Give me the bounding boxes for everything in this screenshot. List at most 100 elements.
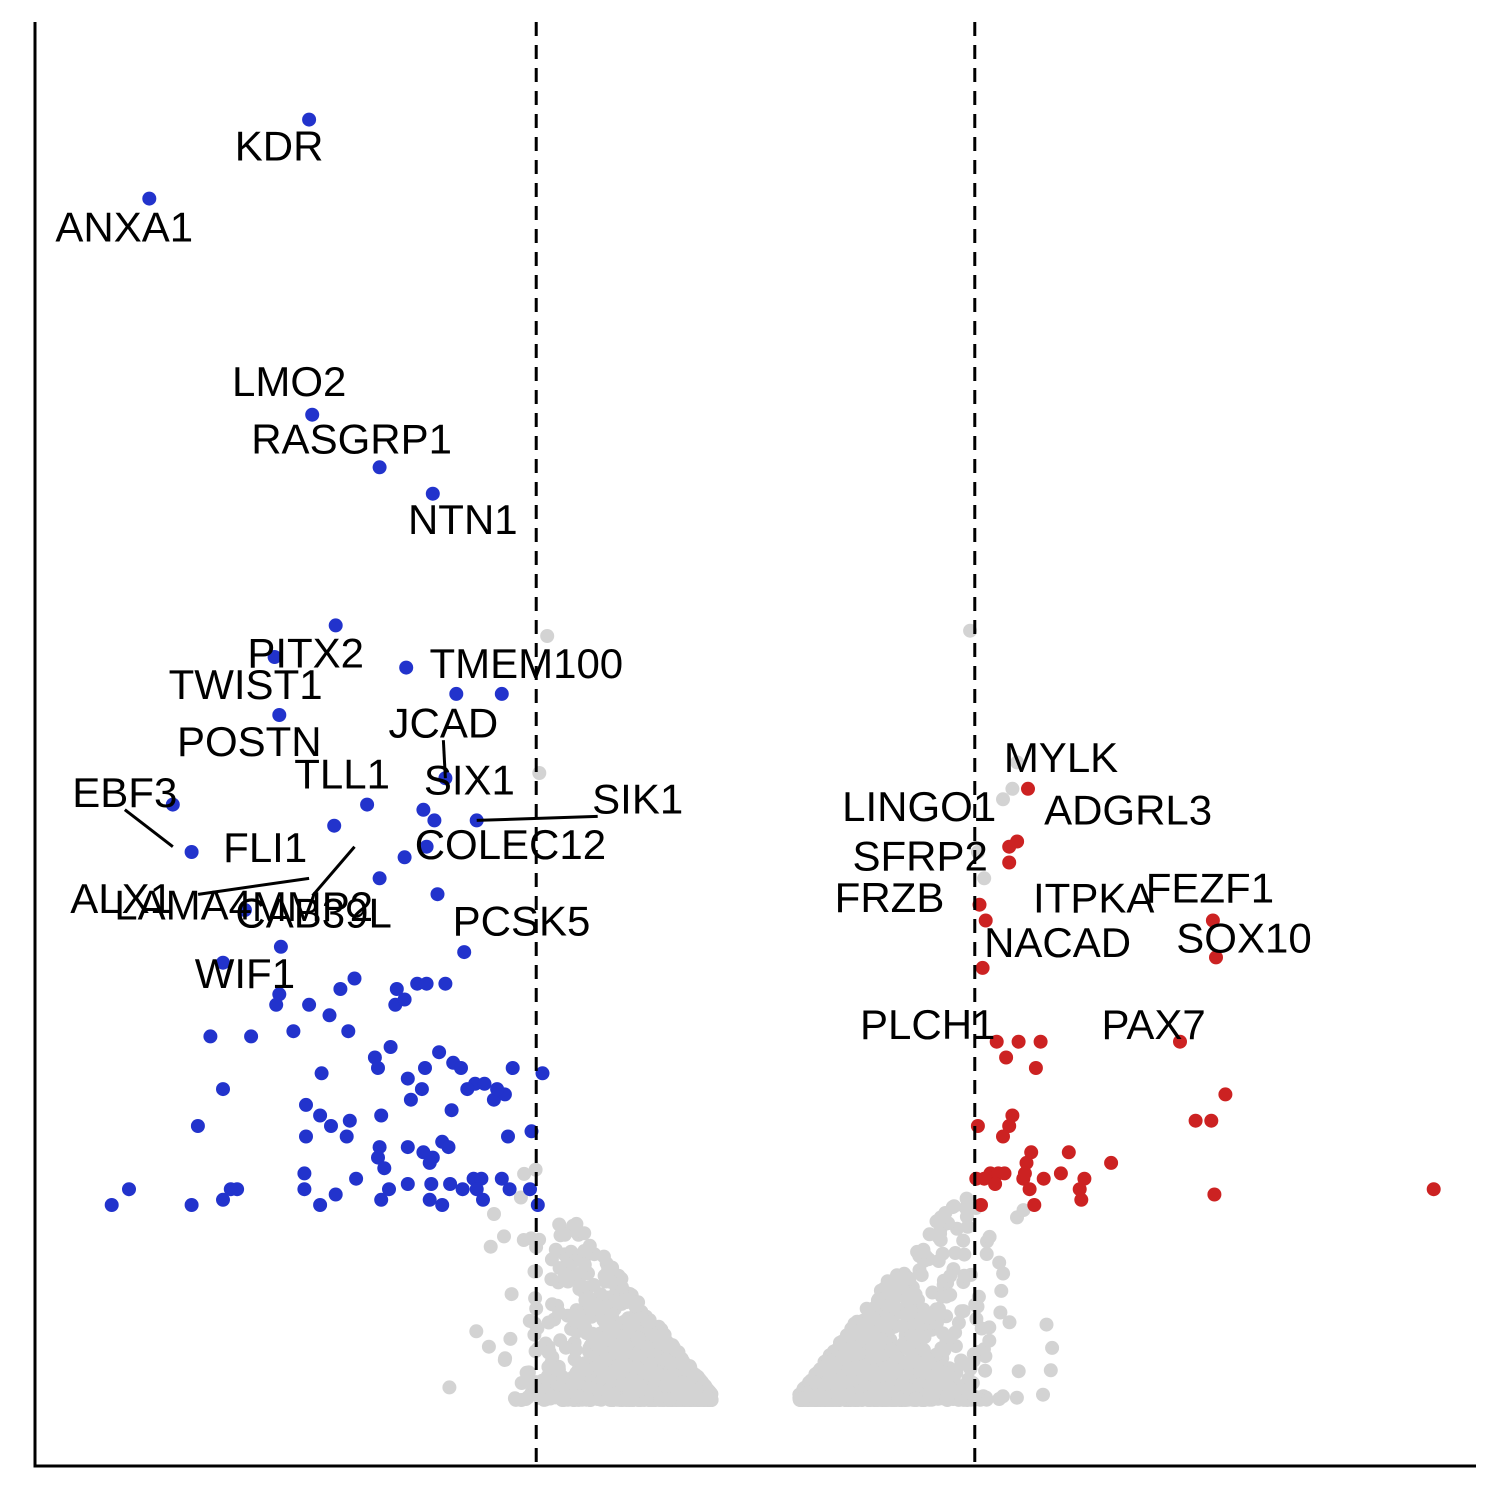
ns-point — [442, 1380, 457, 1395]
ns-point — [514, 1393, 529, 1407]
gene-label: SIK1 — [592, 775, 683, 822]
up-point — [1077, 1171, 1092, 1186]
down-point — [430, 887, 445, 902]
up-point — [1002, 1119, 1017, 1133]
ns-point — [994, 1283, 1009, 1298]
gene-label: PAX7 — [1101, 1001, 1205, 1048]
ns-point — [596, 1249, 611, 1264]
down-point — [286, 1024, 301, 1039]
ns-point — [629, 1360, 644, 1375]
ns-point — [521, 1365, 536, 1380]
ns-point — [590, 1301, 605, 1316]
gene-label: ITPKA — [1033, 875, 1154, 922]
down-point — [418, 1061, 432, 1075]
ns-point — [600, 1313, 615, 1328]
down-point — [313, 1108, 328, 1123]
ns-point — [532, 1391, 547, 1405]
ns-point — [619, 1338, 634, 1353]
down-point — [347, 971, 362, 986]
down-point — [216, 1082, 230, 1097]
up-point — [1027, 1198, 1042, 1212]
ns-point — [688, 1367, 702, 1382]
down-point — [457, 945, 472, 960]
ns-point — [618, 1392, 633, 1407]
up-point — [1036, 1171, 1051, 1186]
ns-point — [813, 1388, 828, 1402]
ns-point — [898, 1355, 913, 1370]
down-point — [414, 1082, 429, 1097]
leader-layer — [123, 740, 598, 897]
gene-label: JCAD — [389, 699, 499, 746]
up-point — [989, 1034, 1004, 1049]
down-point — [272, 987, 287, 1002]
ns-point — [1043, 1363, 1058, 1378]
up-point — [1204, 1113, 1219, 1128]
gene-label: EBF3 — [72, 769, 177, 816]
gene-label: FEZF1 — [1146, 865, 1274, 912]
ns-point — [916, 1245, 931, 1259]
down-point — [505, 1061, 520, 1075]
ns-point — [902, 1271, 916, 1286]
ns-point — [943, 1330, 958, 1345]
down-point — [469, 1182, 484, 1197]
down-point — [403, 1092, 418, 1107]
ns-point — [951, 1315, 966, 1330]
ns-point — [965, 1375, 980, 1390]
ns-point — [481, 1339, 496, 1354]
ns-point — [608, 1294, 623, 1309]
up-point — [999, 1050, 1014, 1065]
up-point — [1074, 1192, 1089, 1207]
ns-point — [895, 1319, 909, 1334]
ns-point — [577, 1257, 592, 1272]
ns-point — [552, 1217, 567, 1232]
ns-point — [601, 1264, 616, 1279]
ns-point — [504, 1287, 519, 1302]
up-point — [970, 1119, 985, 1133]
ns-point — [1036, 1387, 1050, 1402]
ns-point — [642, 1315, 657, 1329]
ns-point — [528, 1344, 543, 1359]
down-point — [389, 982, 404, 996]
ns-point — [862, 1322, 877, 1337]
down-point — [184, 845, 199, 859]
ns-point — [872, 1348, 887, 1363]
ns-point — [582, 1238, 597, 1253]
ns-point — [595, 1364, 610, 1379]
ns-point — [552, 1305, 567, 1320]
down-point — [501, 1129, 515, 1144]
gene-label: PCSK5 — [453, 897, 591, 944]
label-leader-line — [197, 876, 310, 896]
ns-point — [1005, 781, 1020, 796]
up-point — [1209, 950, 1223, 965]
up-point — [1010, 834, 1025, 849]
ns-point — [908, 1287, 923, 1302]
down-point — [305, 407, 320, 422]
down-point — [460, 1082, 475, 1097]
down-point — [444, 1103, 459, 1118]
ns-point — [831, 1373, 846, 1388]
down-point — [441, 1140, 456, 1155]
ns-point — [586, 1278, 601, 1292]
gene-label: COLEC12 — [415, 821, 606, 868]
down-point — [372, 460, 387, 475]
up-point — [997, 1166, 1012, 1181]
down-point — [419, 976, 434, 991]
down-point — [494, 1171, 509, 1186]
up-point — [996, 1129, 1010, 1144]
ns-point — [881, 1380, 895, 1395]
ns-point — [826, 1359, 841, 1374]
down-point — [535, 1066, 550, 1081]
ns-point — [573, 1278, 588, 1293]
down-point — [400, 1140, 415, 1155]
gene-label: SIX1 — [424, 756, 515, 803]
gene-label: TLL1 — [294, 751, 390, 798]
up-point — [1207, 1187, 1222, 1202]
ns-point — [527, 1264, 542, 1279]
up-point — [975, 960, 990, 975]
down-point — [122, 1182, 136, 1197]
ns-point — [679, 1393, 694, 1407]
gene-label: LMO2 — [232, 358, 346, 405]
down-point — [490, 1082, 505, 1097]
